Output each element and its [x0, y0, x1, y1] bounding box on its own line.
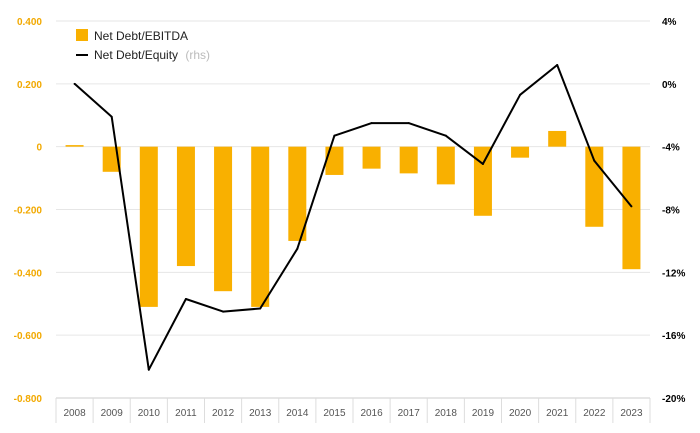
line-point — [630, 205, 633, 208]
left-tick-label: 0 — [36, 143, 42, 154]
line-series — [73, 63, 633, 371]
line-point — [370, 122, 373, 125]
line-point — [110, 115, 113, 118]
bar — [362, 146, 381, 169]
left-tick-label: -0.200 — [14, 206, 43, 217]
left-tick-label: 0.400 — [17, 17, 42, 28]
legend-label-line: Net Debt/Equity (rhs) — [94, 48, 210, 62]
line-point — [556, 63, 559, 66]
x-tick-label: 2014 — [286, 408, 309, 419]
bar — [214, 146, 233, 292]
line-path — [73, 64, 633, 371]
bar — [139, 146, 158, 307]
line-point — [593, 159, 596, 162]
line-point — [519, 93, 522, 96]
left-tick-label: 0.200 — [17, 80, 42, 91]
bar-series — [65, 130, 641, 307]
bar — [511, 146, 530, 158]
x-tick-label: 2023 — [620, 408, 643, 419]
x-tick-label: 2017 — [398, 408, 421, 419]
x-tick-label: 2020 — [509, 408, 532, 419]
x-tick-label: 2016 — [360, 408, 383, 419]
x-tick-label: 2018 — [435, 408, 458, 419]
x-tick-label: 2021 — [546, 408, 569, 419]
left-tick-label: -0.400 — [14, 268, 43, 279]
legend-label-line-note: (rhs) — [185, 48, 210, 62]
bar — [251, 146, 270, 307]
line-point — [259, 307, 262, 310]
x-tick-label: 2011 — [175, 408, 197, 419]
left-axis: 0.400 0.200 0 -0.200 -0.400 -0.600 -0.800 — [14, 17, 43, 405]
x-tick-label: 2013 — [249, 408, 272, 419]
bar — [65, 145, 84, 147]
line-point — [407, 122, 410, 125]
right-tick-label: -12% — [662, 268, 685, 279]
bar — [288, 146, 307, 241]
x-tick-label: 2009 — [101, 408, 124, 419]
line-point — [333, 134, 336, 137]
bar — [548, 130, 567, 147]
x-tick-label: 2012 — [212, 408, 235, 419]
left-tick-label: -0.800 — [14, 394, 43, 405]
right-tick-label: -20% — [662, 394, 685, 405]
x-tick-label: 2008 — [63, 408, 86, 419]
line-point — [296, 247, 299, 250]
legend: Net Debt/EBITDA Net Debt/Equity (rhs) — [76, 29, 210, 62]
legend-label-line-name: Net Debt/Equity — [94, 48, 178, 62]
line-point — [481, 162, 484, 165]
x-tick-label: 2019 — [472, 408, 495, 419]
x-axis: 2008 2009 2010 2011 2012 2013 2014 2015 2016 2017… — [55, 397, 651, 423]
bar — [436, 146, 455, 185]
line-point — [73, 82, 76, 85]
bar — [622, 146, 641, 270]
line-point — [184, 298, 187, 301]
right-tick-label: -4% — [662, 143, 680, 154]
x-tick-label: 2022 — [583, 408, 606, 419]
left-tick-label: -0.600 — [14, 331, 43, 342]
bar — [473, 146, 492, 216]
right-tick-label: -8% — [662, 206, 680, 217]
x-tick-label: 2015 — [323, 408, 346, 419]
bar — [325, 146, 344, 175]
line-point — [444, 134, 447, 137]
right-tick-label: -16% — [662, 331, 685, 342]
legend-label-bar: Net Debt/EBITDA — [94, 29, 188, 43]
right-tick-label: 4% — [662, 17, 677, 28]
right-tick-label: 0% — [662, 80, 677, 91]
x-tick-label: 2010 — [138, 408, 161, 419]
line-point — [147, 368, 150, 371]
line-point — [222, 310, 225, 313]
legend-swatch-bar — [76, 29, 88, 41]
bar — [399, 146, 418, 174]
bar — [176, 146, 195, 267]
right-axis: 4% 0% -4% -8% -12% -16% -20% — [662, 17, 685, 405]
